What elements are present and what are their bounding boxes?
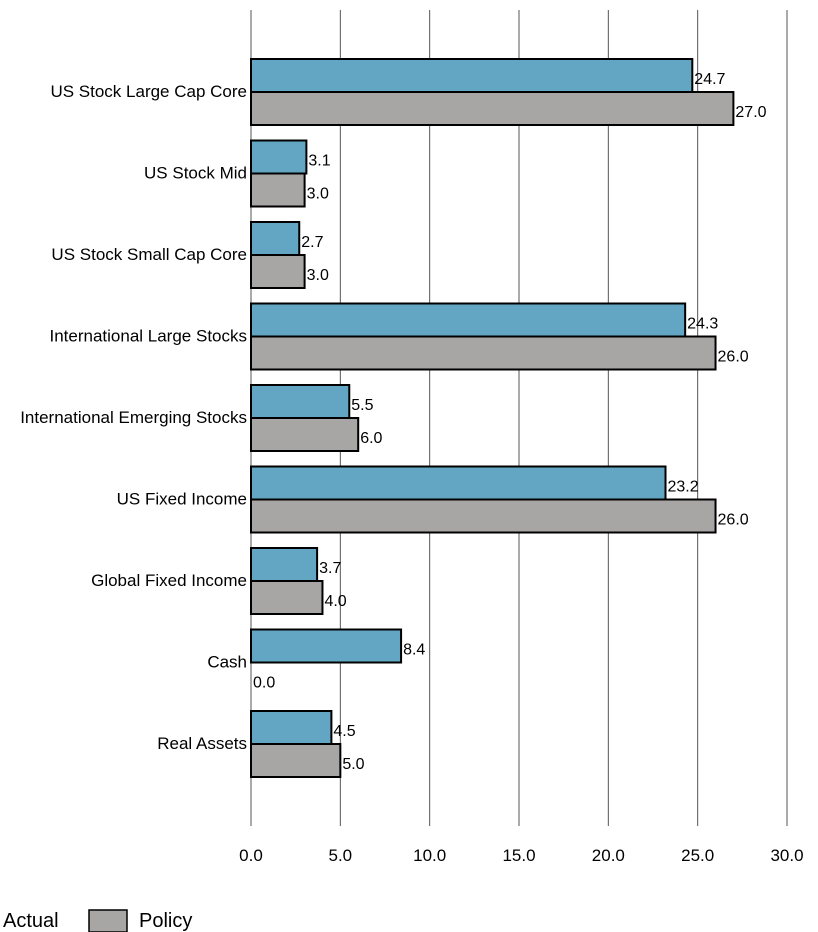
bar-actual [250,547,319,582]
category-label: US Fixed Income [117,490,247,509]
category-labels: US Stock Large Cap Core US Stock Mid US St… [20,82,247,753]
category-label: Global Fixed Income [91,571,247,590]
bar-actual [250,302,687,338]
bar-actual [250,58,694,93]
bar-policy [250,498,717,534]
legend-swatch-policy [88,909,128,932]
bar-policy [250,417,360,452]
category-label: US Stock Mid [144,164,247,183]
category-label: US Stock Large Cap Core [50,82,247,101]
x-tick-label: 20.0 [592,846,625,865]
x-axis-ticks: 0.0 5.0 10.0 15.0 20.0 25.0 30.0 [239,846,803,865]
value-label: 23.2 [668,479,699,496]
x-tick-label: 25.0 [681,846,714,865]
value-label: 5.0 [342,756,364,773]
legend-label-actual: Actual [3,910,59,932]
category-label: International Large Stocks [49,327,247,346]
gridlines [250,10,788,826]
legend-label-policy: Policy [139,910,192,932]
value-label: 4.0 [324,593,346,610]
bar-policy [250,254,306,289]
category-label: US Stock Small Cap Core [51,245,247,264]
x-tick-label: 5.0 [329,846,353,865]
value-label: 5.5 [351,397,373,414]
value-label: 3.1 [308,153,330,170]
value-label: 6.0 [360,430,382,447]
bar-policy [250,91,735,126]
value-label: 3.0 [307,267,329,284]
value-label: 26.0 [718,349,749,366]
value-label: 27.0 [735,104,766,121]
bar-actual [250,221,301,256]
bar-actual [250,710,333,745]
bar-policy [250,335,717,371]
bar-policy [250,743,342,778]
value-label: 4.5 [333,723,355,740]
x-tick-label: 0.0 [239,846,263,865]
bar-actual [250,139,308,175]
bar-actual [250,384,351,419]
category-label: Real Assets [157,734,247,753]
x-tick-label: 10.0 [413,846,446,865]
bar-policy [250,172,306,208]
bar-actual [250,628,403,664]
bar-policy [250,580,324,615]
value-label: 3.0 [307,186,329,203]
category-label: Cash [207,653,247,672]
value-label: 0.0 [253,675,275,692]
value-label: 26.0 [718,512,749,529]
value-label: 24.7 [694,71,725,88]
bars [250,58,735,778]
bar-actual [250,465,667,501]
value-label: 8.4 [403,642,425,659]
x-tick-label: 30.0 [770,846,803,865]
category-label: International Emerging Stocks [20,408,247,427]
x-tick-label: 15.0 [502,846,535,865]
value-label: 2.7 [301,234,323,251]
value-label: 3.7 [319,560,341,577]
legend: Actual Policy [3,909,192,932]
value-labels: 24.727.03.13.02.73.024.326.05.56.023.226… [253,71,767,773]
value-label: 24.3 [687,316,718,333]
